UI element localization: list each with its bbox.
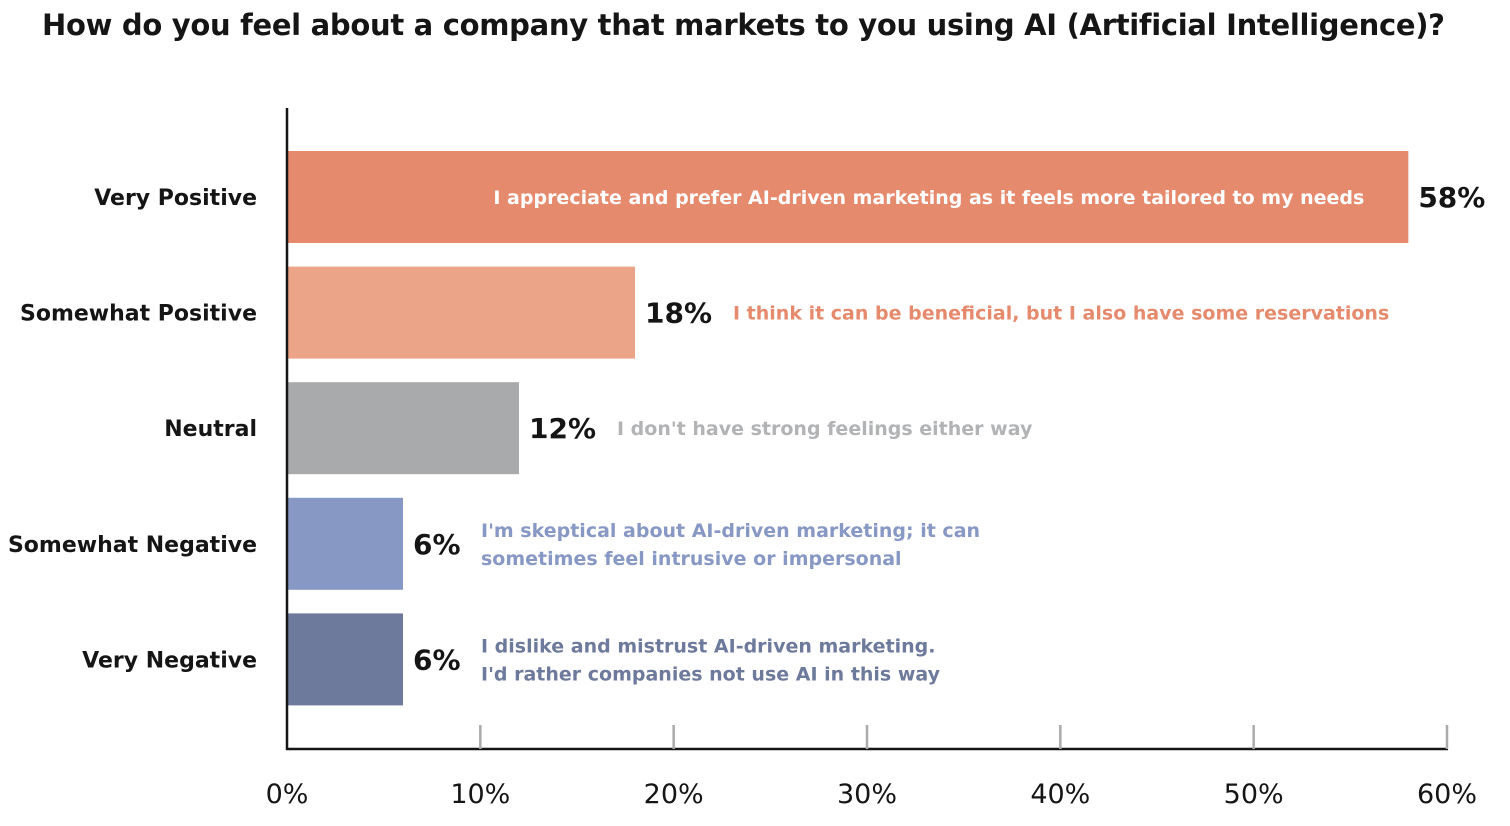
bar xyxy=(287,497,403,590)
bar xyxy=(287,266,635,359)
value-label: 6% xyxy=(413,528,461,561)
annotation-text: I don't have strong feelings either way xyxy=(617,418,1033,440)
annotation-text: I'd rather companies not use AI in this … xyxy=(481,663,941,685)
annotation-text: sometimes feel intrusive or impersonal xyxy=(481,548,902,570)
bar xyxy=(287,151,1409,243)
x-tick-label: 60% xyxy=(1417,779,1477,810)
chart-title: How do you feel about a company that mar… xyxy=(42,8,1445,42)
bar xyxy=(287,382,519,475)
value-label: 58% xyxy=(1418,181,1485,214)
value-label: 18% xyxy=(645,297,712,330)
category-label: Very Negative xyxy=(82,648,257,673)
category-label: Neutral xyxy=(164,417,257,442)
x-tick-label: 40% xyxy=(1030,779,1090,810)
annotation-text: I appreciate and prefer AI-driven market… xyxy=(493,187,1364,209)
x-tick-label: 0% xyxy=(266,779,309,810)
bar xyxy=(287,613,403,706)
annotation-text: I'm skeptical about AI-driven marketing;… xyxy=(481,520,980,542)
x-tick-label: 20% xyxy=(644,779,704,810)
x-tick-label: 50% xyxy=(1224,779,1284,810)
value-label: 6% xyxy=(413,643,461,676)
x-tick-label: 30% xyxy=(837,779,897,810)
value-label: 12% xyxy=(529,412,596,445)
category-label: Very Positive xyxy=(94,186,257,211)
category-label: Somewhat Positive xyxy=(20,302,257,327)
category-label: Somewhat Negative xyxy=(8,533,257,558)
x-tick-label: 10% xyxy=(450,779,510,810)
annotation-text: I think it can be beneficial, but I also… xyxy=(733,303,1389,325)
annotation-text: I dislike and mistrust AI-driven marketi… xyxy=(481,635,935,657)
